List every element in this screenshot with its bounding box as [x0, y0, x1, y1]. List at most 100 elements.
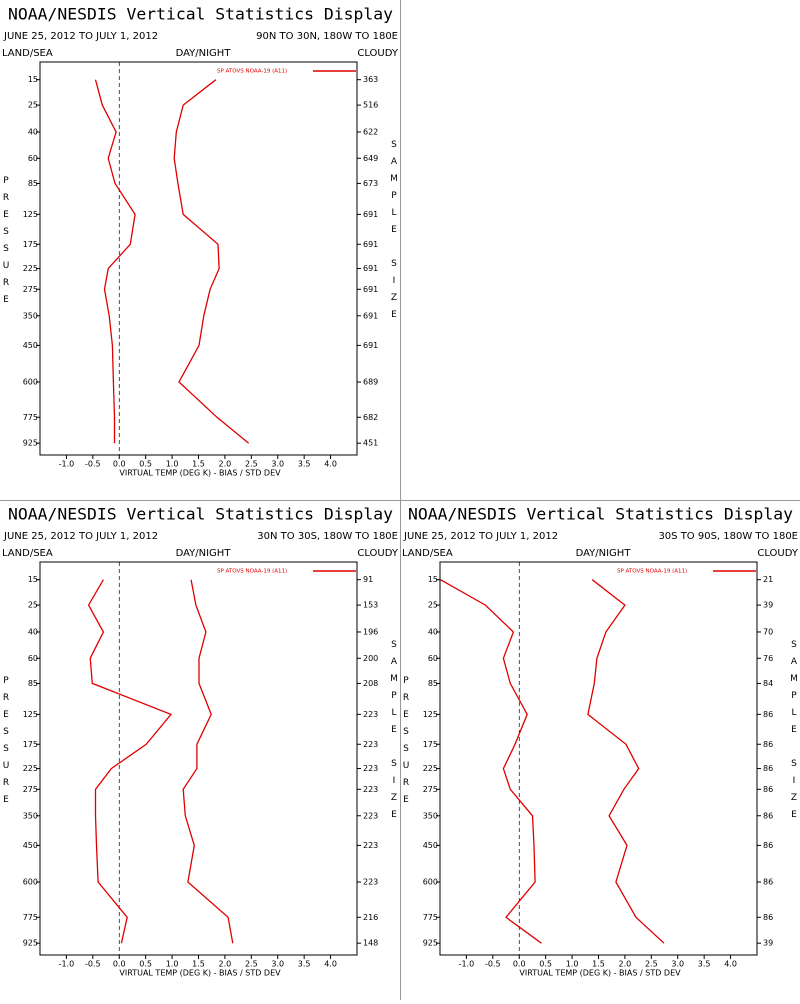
std-dev-line	[587, 579, 665, 944]
y2-axis-label: SAMPLE SIZE	[389, 640, 399, 827]
filter-label: LAND/SEA	[2, 48, 53, 59]
y-tick-label: 40	[28, 627, 38, 636]
legend-label: SP ATOVS NOAA-19 (A11)	[217, 569, 287, 575]
x-tick-label: 0.0	[113, 960, 126, 969]
plot-frame	[39, 61, 358, 456]
filter-label: CLOUDY	[757, 548, 799, 559]
x-tick-label: 3.0	[671, 960, 684, 969]
legend-label: SP ATOVS NOAA-19 (A11)	[217, 69, 287, 75]
x-tick-label: -1.0	[459, 960, 475, 969]
std-dev-line	[173, 79, 250, 444]
y-tick-label: 40	[428, 627, 438, 636]
x-tick-label: 1.0	[166, 960, 179, 969]
x-tick-label: 2.0	[219, 960, 232, 969]
x-tick-label: 0.0	[113, 460, 126, 469]
chart-subtitle: JUNE 25, 2012 TO JULY 1, 2012	[3, 31, 158, 42]
x-tick-label: 0.0	[513, 960, 526, 969]
chart-subtitle: JUNE 25, 2012 TO JULY 1, 2012	[403, 531, 558, 542]
x-tick-label: 1.0	[566, 960, 579, 969]
y-tick-label: 25	[28, 601, 38, 610]
sample-size: 86	[763, 913, 773, 922]
y-tick-label: 925	[23, 439, 38, 448]
y-tick-label: 85	[28, 679, 38, 688]
bias-line	[440, 579, 542, 944]
sample-size: 76	[763, 654, 773, 663]
x-tick-label: 2.0	[219, 460, 232, 469]
y-tick-label: 600	[23, 878, 38, 887]
sample-size: 86	[763, 841, 773, 850]
x-tick-label: 0.5	[139, 460, 152, 469]
region: 90N TO 30N, 180W TO 180E	[256, 31, 398, 42]
sample-size: 689	[363, 378, 378, 387]
filter-label: DAY/NIGHT	[176, 48, 232, 59]
x-tick-label: 3.5	[298, 460, 311, 469]
x-tick-label: 3.5	[298, 960, 311, 969]
y-tick-label: 85	[428, 679, 438, 688]
region: 30N TO 30S, 180W TO 180E	[257, 531, 398, 542]
x-axis-label: VIRTUAL TEMP (DEG K) - BIAS / STD DEV	[119, 469, 281, 478]
y2-axis-label: SAMPLE SIZE	[389, 140, 399, 327]
sample-size: 673	[363, 179, 378, 188]
y-tick-label: 85	[28, 179, 38, 188]
y-tick-label: 775	[23, 913, 38, 922]
sample-size: 84	[763, 679, 773, 688]
sample-size: 86	[763, 785, 773, 794]
y-tick-label: 450	[23, 841, 38, 850]
x-tick-label: -0.5	[85, 960, 101, 969]
chart-panel: NOAA/NESDIS Vertical Statistics Display J…	[1, 505, 399, 978]
chart-subtitle: JUNE 25, 2012 TO JULY 1, 2012	[3, 531, 158, 542]
chart-title: NOAA/NESDIS Vertical Statistics Display	[8, 505, 393, 524]
x-tick-label: 0.5	[539, 960, 552, 969]
sample-size: 21	[763, 575, 773, 584]
sample-size: 223	[363, 841, 378, 850]
y-tick-label: 125	[23, 210, 38, 219]
sample-size: 363	[363, 75, 378, 84]
filter-label: LAND/SEA	[402, 548, 453, 559]
filter-label: LAND/SEA	[2, 548, 53, 559]
sample-size: 39	[763, 601, 773, 610]
x-tick-label: 2.0	[619, 960, 632, 969]
y-tick-label: 15	[28, 75, 38, 84]
y-tick-label: 25	[428, 601, 438, 610]
sample-size: 649	[363, 154, 378, 163]
sample-size: 39	[763, 939, 773, 948]
sample-size: 223	[363, 764, 378, 773]
filter-label: CLOUDY	[357, 548, 399, 559]
x-tick-label: 1.5	[192, 460, 205, 469]
y-tick-label: 350	[23, 311, 38, 320]
y-tick-label: 40	[28, 127, 38, 136]
chart-title: NOAA/NESDIS Vertical Statistics Display	[8, 5, 393, 24]
y-tick-label: 275	[23, 785, 38, 794]
y-tick-label: 175	[423, 740, 438, 749]
sample-size: 451	[363, 439, 378, 448]
x-tick-label: -1.0	[59, 960, 75, 969]
sample-size: 216	[363, 913, 378, 922]
sample-size: 153	[363, 601, 378, 610]
y-tick-label: 275	[23, 285, 38, 294]
y-tick-label: 15	[428, 575, 438, 584]
sample-size: 86	[763, 710, 773, 719]
x-tick-label: 2.5	[645, 960, 658, 969]
y-tick-label: 60	[28, 654, 38, 663]
y-tick-label: 175	[23, 740, 38, 749]
sample-size: 622	[363, 127, 378, 136]
bias-line	[94, 79, 136, 444]
y-tick-label: 125	[23, 710, 38, 719]
sample-size: 223	[363, 785, 378, 794]
region: 30S TO 90S, 180W TO 180E	[658, 531, 798, 542]
bias-line	[87, 579, 173, 944]
plot-frame	[39, 561, 358, 956]
x-tick-label: 4.0	[324, 460, 337, 469]
x-tick-label: 4.0	[724, 960, 737, 969]
y-tick-label: 60	[428, 654, 438, 663]
filter-label: CLOUDY	[357, 48, 399, 59]
y2-axis-label: SAMPLE SIZE	[789, 640, 799, 827]
sample-size: 691	[363, 311, 378, 320]
sample-size: 70	[763, 627, 773, 636]
sample-size: 86	[763, 811, 773, 820]
sample-size: 86	[763, 740, 773, 749]
x-tick-label: 2.5	[245, 960, 258, 969]
sample-size: 86	[763, 764, 773, 773]
sample-size: 691	[363, 240, 378, 249]
